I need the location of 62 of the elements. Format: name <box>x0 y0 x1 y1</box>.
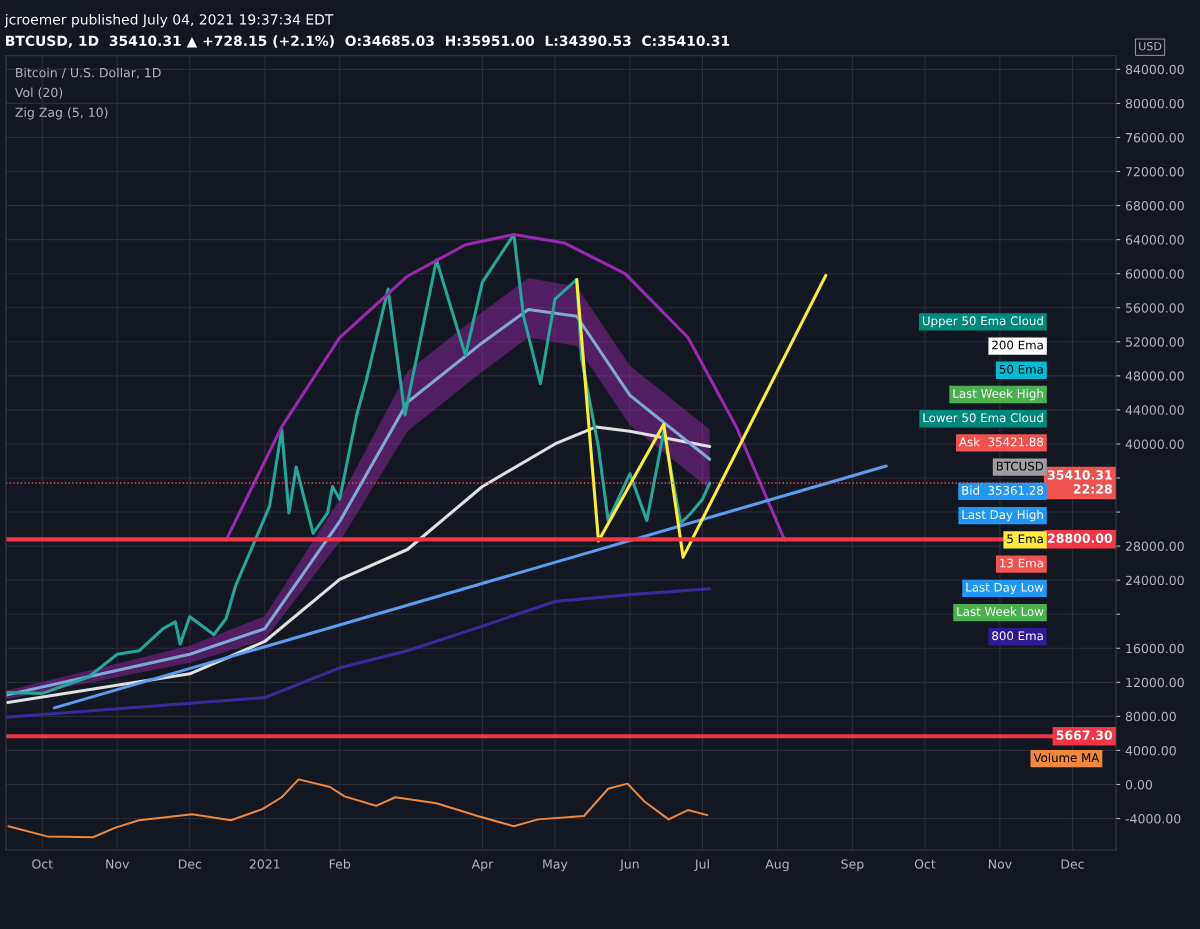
annotation: Vol (20) <box>14 87 63 99</box>
y-tick-label: 24000.00 <box>1125 575 1184 586</box>
y-tick-label: 80000.00 <box>1125 98 1184 109</box>
chart-subtitle: BTCUSD, 1D 35410.31 ▲ +728.15 (+2.1%) O:34685.03 H:35951.00 L:34390.53 C:35410.31 <box>6 35 730 48</box>
x-tick-label: Sep <box>841 859 864 872</box>
y-tick-label: 56000.00 <box>1125 303 1184 313</box>
y-tick-label: 72000.00 <box>1126 166 1184 177</box>
x-tick-label: Aug <box>765 859 789 872</box>
y-tick-label: 40000.00 <box>1125 439 1184 449</box>
line-series <box>6 587 712 719</box>
x-tick-label: Jun <box>619 859 639 872</box>
y-tick-label: -4000.00 <box>1125 814 1181 824</box>
y-tick-label: 76000.00 <box>1126 132 1184 143</box>
line-series <box>224 232 787 542</box>
y-tick-label: 84000.00 <box>1125 64 1184 75</box>
y-tick-label: 44000.00 <box>1125 405 1184 415</box>
y-tick-label: 48000.00 <box>1125 371 1184 381</box>
annotation: Ask 35421.88 <box>959 437 1044 447</box>
y-tick-label: 12000.00 <box>1126 677 1184 688</box>
annotation: Zig Zag (5, 10) <box>15 107 108 120</box>
y-tick-label: 4000.00 <box>1125 745 1176 756</box>
annotation: 13 Ema <box>1000 558 1043 568</box>
line-series <box>575 273 828 559</box>
annotation: Last Week High <box>953 388 1043 401</box>
ref-line-label: 5667.30 <box>1056 730 1113 740</box>
x-tick-label: Nov <box>106 859 130 869</box>
y-tick-label: 60000.00 <box>1125 269 1184 279</box>
annotation: Lower 50 Ema Cloud <box>923 413 1043 423</box>
chart-title: jcroemer published July 04, 2021 19:37:34 EDT <box>4 13 334 28</box>
line-series <box>7 778 709 839</box>
annotation: 200 Ema <box>992 340 1043 350</box>
annotation: Last Day Low <box>966 582 1044 595</box>
x-tick-label: Jul <box>694 859 709 872</box>
x-tick-label: Oct <box>32 859 53 869</box>
annotation: Last Day High <box>962 509 1043 522</box>
annotation: 5 Ema <box>1007 534 1043 544</box>
y-tick-label: 52000.00 <box>1125 337 1184 347</box>
x-tick-label: Feb <box>329 859 351 869</box>
y-axis-title: USD <box>1139 42 1162 51</box>
x-tick-label: Dec <box>1061 859 1084 869</box>
ref-line-label: 28800.00 <box>1048 533 1113 543</box>
y-tick-label: 8000.00 <box>1125 711 1176 722</box>
y-tick-label: 68000.00 <box>1125 201 1184 211</box>
annotation: Last Week Low <box>957 606 1044 616</box>
annotation: Bitcoin / U.S. Dollar, 1D <box>16 67 161 79</box>
x-tick-label: Dec <box>178 859 202 869</box>
y-tick-label: 16000.00 <box>1126 643 1184 654</box>
y-tick-label: 64000.00 <box>1125 235 1184 245</box>
x-tick-label: Apr <box>471 859 494 872</box>
x-tick-label: Oct <box>914 859 936 869</box>
annotation: 50 Ema <box>999 364 1043 374</box>
x-tick-label: May <box>543 859 568 872</box>
y-tick-label: 28000.00 <box>1125 541 1184 552</box>
text: Volume MA <box>1033 752 1100 763</box>
annotation: Bid 35361.28 <box>962 485 1044 495</box>
x-tick-label: Nov <box>988 859 1012 869</box>
y-tick-label: 0.00 <box>1125 779 1153 790</box>
annotation: Upper 50 Ema Cloud <box>922 316 1043 328</box>
annotation: 800 Ema <box>992 631 1043 641</box>
annotation: BTCUSD <box>996 461 1044 471</box>
ref-line-label: 35410.31 22:28 <box>1047 470 1112 494</box>
x-tick-label: 2021 <box>249 859 280 869</box>
